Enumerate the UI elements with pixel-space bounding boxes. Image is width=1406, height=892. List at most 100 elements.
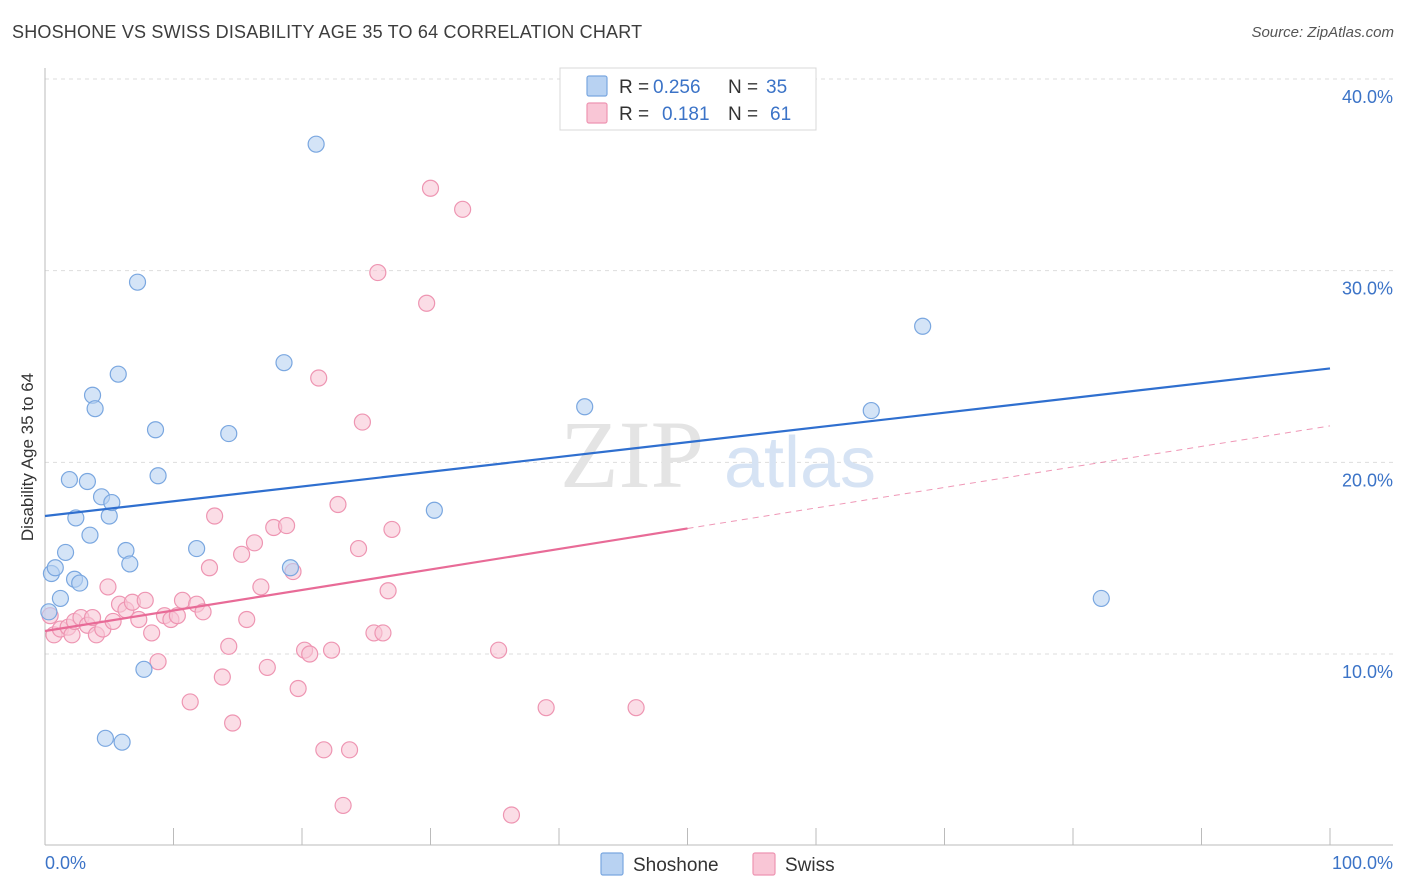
legend-n-value-2: 61 <box>770 104 791 125</box>
legend-swatch-shoshone <box>586 75 608 97</box>
swiss-point <box>83 608 102 627</box>
swiss-point <box>206 507 224 525</box>
swiss-point <box>173 591 192 609</box>
shoshone-point <box>96 729 114 747</box>
swiss-point <box>454 200 472 218</box>
shoshone-point <box>86 400 104 418</box>
swiss-point <box>383 520 401 539</box>
swiss-point <box>315 741 333 759</box>
x-tick-label: 0.0% <box>45 853 86 873</box>
shoshone-point <box>128 273 147 291</box>
swiss-point <box>374 624 392 642</box>
legend-r-value-2: 0.181 <box>662 104 710 125</box>
shoshone-point <box>71 574 89 592</box>
swiss-point <box>490 641 508 659</box>
shoshone-point <box>103 493 121 512</box>
y-tick-label: 40.0% <box>1342 87 1393 107</box>
bottom-legend-swatch-shoshone <box>600 852 624 876</box>
shoshone-trend-line <box>44 367 1331 518</box>
bottom-legend-label-shoshone: Shoshone <box>633 855 719 876</box>
swiss-point <box>369 263 387 282</box>
swiss-point <box>213 668 231 686</box>
swiss-point <box>310 369 328 387</box>
legend-n-label-1: N = <box>728 77 758 98</box>
legend-r-value-1: 0.256 <box>653 77 701 98</box>
swiss-point <box>329 495 347 514</box>
shoshone-points <box>40 135 1110 751</box>
shoshone-point <box>220 424 238 443</box>
bottom-legend: Shoshone Swiss <box>600 852 835 876</box>
legend-swatch-swiss <box>586 102 608 124</box>
swiss-point <box>194 603 212 621</box>
swiss-point <box>99 578 117 596</box>
shoshone-point <box>81 526 99 544</box>
legend: R = 0.256 N = 35 R = 0.181 N = 61 <box>559 67 817 131</box>
shoshone-point <box>862 401 880 420</box>
swiss-point <box>421 179 440 197</box>
trend-lines <box>44 367 1331 633</box>
swiss-point <box>322 641 341 659</box>
shoshone-point <box>56 543 75 562</box>
shoshone-point <box>46 559 64 577</box>
watermark-atlas: atlas <box>724 423 876 503</box>
legend-r-label-2: R = <box>619 104 649 125</box>
swiss-point <box>143 624 161 642</box>
swiss-point <box>233 545 251 563</box>
shoshone-point <box>78 472 97 491</box>
tick-labels: 10.0% 20.0% 30.0% 40.0% 0.0% 100.0% <box>45 87 1393 873</box>
swiss-point <box>418 294 436 312</box>
swiss-point <box>258 658 276 677</box>
y-tick-label: 10.0% <box>1342 662 1393 682</box>
shoshone-point <box>135 660 153 678</box>
swiss-point <box>220 637 238 655</box>
shoshone-point <box>576 398 594 416</box>
swiss-point <box>353 413 371 431</box>
swiss-point <box>627 699 645 717</box>
y-tick-label: 20.0% <box>1342 470 1393 490</box>
bottom-legend-label-swiss: Swiss <box>785 855 835 876</box>
legend-n-label-2: N = <box>728 104 758 125</box>
source-label: Source: ZipAtlas.com <box>1251 24 1394 41</box>
shoshone-point <box>146 421 165 439</box>
shoshone-point <box>914 317 932 335</box>
swiss-point <box>301 645 319 663</box>
watermark: ZIP atlas <box>560 401 876 508</box>
bottom-legend-swatch-swiss <box>752 852 776 876</box>
shoshone-point <box>425 501 443 519</box>
shoshone-point <box>275 354 293 372</box>
shoshone-point <box>281 559 300 577</box>
shoshone-point <box>121 555 139 573</box>
chart-title: SHOSHONE VS SWISS DISABILITY AGE 35 TO 6… <box>12 22 643 42</box>
shoshone-point <box>113 733 131 751</box>
swiss-point <box>252 578 270 596</box>
shoshone-point <box>307 135 325 153</box>
swiss-point <box>379 582 397 600</box>
legend-r-label-1: R = <box>619 77 649 98</box>
swiss-trend-line <box>44 527 688 633</box>
swiss-points <box>41 179 645 824</box>
shoshone-point <box>40 603 58 621</box>
shoshone-point <box>1092 589 1110 608</box>
shoshone-point <box>188 539 206 558</box>
swiss-point <box>136 591 154 609</box>
swiss-point <box>245 534 264 552</box>
y-axis-label: Disability Age 35 to 64 <box>18 373 37 541</box>
y-tick-label: 30.0% <box>1342 279 1393 299</box>
axes <box>44 68 1393 846</box>
shoshone-point <box>149 467 167 485</box>
grid-lines <box>45 78 1393 655</box>
swiss-point <box>349 539 368 558</box>
swiss-point <box>502 806 521 824</box>
legend-n-value-1: 35 <box>766 77 787 98</box>
shoshone-point <box>51 589 70 608</box>
swiss-point <box>224 714 242 732</box>
swiss-trend-line-extension <box>687 425 1331 529</box>
swiss-point <box>168 607 186 625</box>
swiss-point <box>340 741 359 759</box>
swiss-point <box>289 679 307 698</box>
swiss-point <box>149 653 167 671</box>
shoshone-point <box>109 365 127 383</box>
swiss-point <box>200 559 219 577</box>
shoshone-point <box>60 470 79 489</box>
